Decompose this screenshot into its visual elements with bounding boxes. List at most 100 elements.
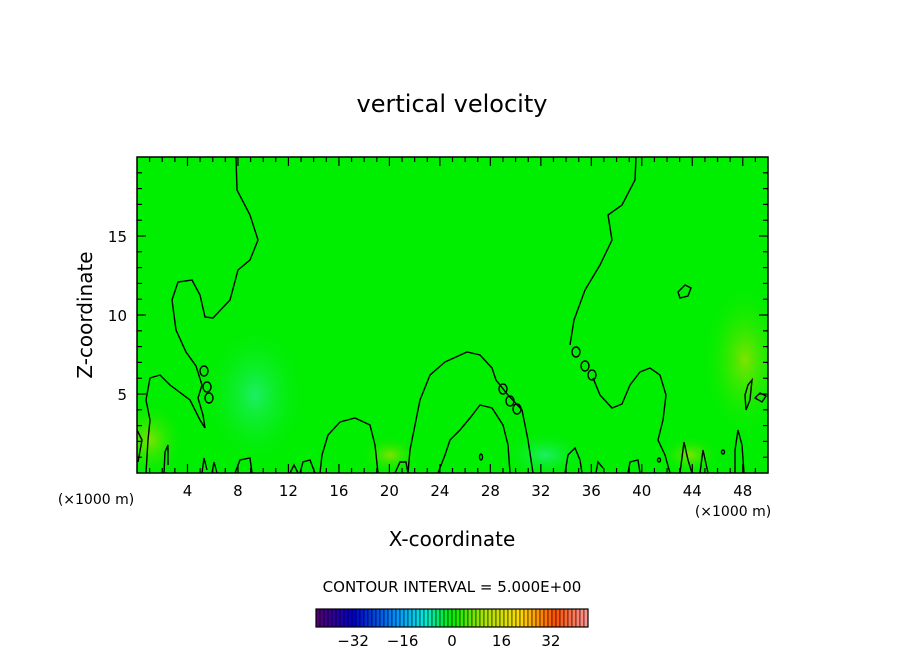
colorbar-segment — [435, 608, 441, 628]
colorbar-segment — [503, 608, 509, 628]
contour-line — [744, 377, 753, 411]
colorbar-segment — [339, 608, 345, 628]
x-tick-label: 44 — [683, 482, 702, 500]
colorbar-segment — [387, 608, 393, 628]
colorbar-segment — [543, 608, 549, 628]
colorbar-segment — [547, 608, 553, 628]
colorbar-segment — [407, 608, 413, 628]
x-tick-label: 12 — [279, 482, 298, 500]
colorbar-segment — [515, 608, 521, 628]
y-axis-label: Z-coordinate — [73, 251, 97, 378]
contour-line — [299, 459, 316, 473]
x-unit-left: (×1000 m) — [58, 492, 134, 508]
x-tick-label: 32 — [531, 482, 550, 500]
colorbar-segment — [363, 608, 369, 628]
colorbar-segment — [535, 608, 541, 628]
contour-line — [677, 284, 692, 299]
chart-title: vertical velocity — [357, 90, 548, 118]
colorbar-segment — [579, 608, 585, 628]
colorbar-tick-labels: −32 −16 0 16 32 — [337, 632, 560, 650]
colorbar-segment — [487, 608, 493, 628]
colorbar-segment — [511, 608, 517, 628]
colorbar-segment — [499, 608, 505, 628]
x-tick-label: 28 — [481, 482, 500, 500]
contour-line — [289, 463, 299, 473]
colorbar-segment — [395, 608, 401, 628]
colorbar-segment — [491, 608, 497, 628]
contour-line — [569, 157, 637, 346]
colorbar-tick-label: −16 — [387, 632, 419, 650]
x-tick-label: 4 — [183, 482, 193, 500]
contour-ring — [720, 449, 726, 455]
colorbar-segment — [375, 608, 381, 628]
colorbar-segment — [455, 608, 461, 628]
contour-ring — [204, 392, 214, 404]
colorbar-segment — [351, 608, 357, 628]
colorbar-segment — [483, 608, 489, 628]
contour-ring — [478, 453, 484, 461]
colorbar-segment — [415, 608, 421, 628]
colorbar-segment — [447, 608, 453, 628]
contour-line — [627, 459, 641, 473]
colorbar-segment — [427, 608, 433, 628]
contour-line — [319, 417, 379, 473]
contour-ring — [587, 369, 597, 381]
contour-line — [407, 351, 534, 473]
colorbar-segment — [555, 608, 561, 628]
colorbar-tick-label: 16 — [492, 632, 511, 650]
contour-ring — [512, 403, 522, 415]
x-tick-label: 40 — [632, 482, 651, 500]
contour-line — [595, 460, 604, 473]
colorbar-segment — [379, 608, 385, 628]
colorbar-segment — [335, 608, 341, 628]
colorbar-segment — [399, 608, 405, 628]
colorbar-segment — [463, 608, 469, 628]
contour-ring — [580, 360, 590, 372]
colorbar-segment — [531, 608, 537, 628]
contour-ring — [505, 395, 515, 407]
colorbar-tick-label: −32 — [337, 632, 369, 650]
colorbar-segment — [551, 608, 557, 628]
x-tick-label: 24 — [430, 482, 449, 500]
contour-line — [437, 404, 511, 473]
colorbar — [315, 608, 589, 628]
x-axis-label: X-coordinate — [389, 527, 516, 551]
x-tick-label: 20 — [380, 482, 399, 500]
colorbar-segment — [391, 608, 397, 628]
colorbar-segment — [319, 608, 325, 628]
colorbar-segment — [575, 608, 581, 628]
colorbar-segment — [519, 608, 525, 628]
contour-ring — [571, 346, 581, 358]
colorbar-segment — [423, 608, 429, 628]
colorbar-segment — [323, 608, 329, 628]
contour-ring — [656, 457, 662, 463]
colorbar-segment — [431, 608, 437, 628]
y-tick-label: 15 — [108, 228, 127, 246]
colorbar-segment — [475, 608, 481, 628]
colorbar-segment — [355, 608, 361, 628]
contour-ring — [498, 383, 508, 395]
colorbar-segment — [451, 608, 457, 628]
x-tick-label: 36 — [582, 482, 601, 500]
colorbar-segment — [471, 608, 477, 628]
contour-lines — [137, 157, 768, 473]
contour-line — [734, 429, 745, 473]
colorbar-tick-label: 0 — [447, 632, 457, 650]
colorbar-frame — [315, 608, 589, 628]
contour-line — [753, 392, 768, 403]
colorbar-segment — [439, 608, 445, 628]
colorbar-segment — [443, 608, 449, 628]
contour-line — [699, 449, 709, 473]
contour-ring — [202, 381, 212, 393]
y-tick-label: 10 — [108, 307, 127, 325]
colorbar-segment — [495, 608, 501, 628]
contour-line — [201, 457, 208, 473]
shade-right-edge — [700, 280, 768, 440]
contour-ring — [199, 365, 209, 377]
colorbar-segment — [419, 608, 425, 628]
x-tick-label: 8 — [233, 482, 243, 500]
contour-line — [592, 367, 671, 473]
x-axis: 4 8 12 16 20 24 28 32 36 40 44 48 — [149, 157, 756, 500]
colorbar-segment — [479, 608, 485, 628]
